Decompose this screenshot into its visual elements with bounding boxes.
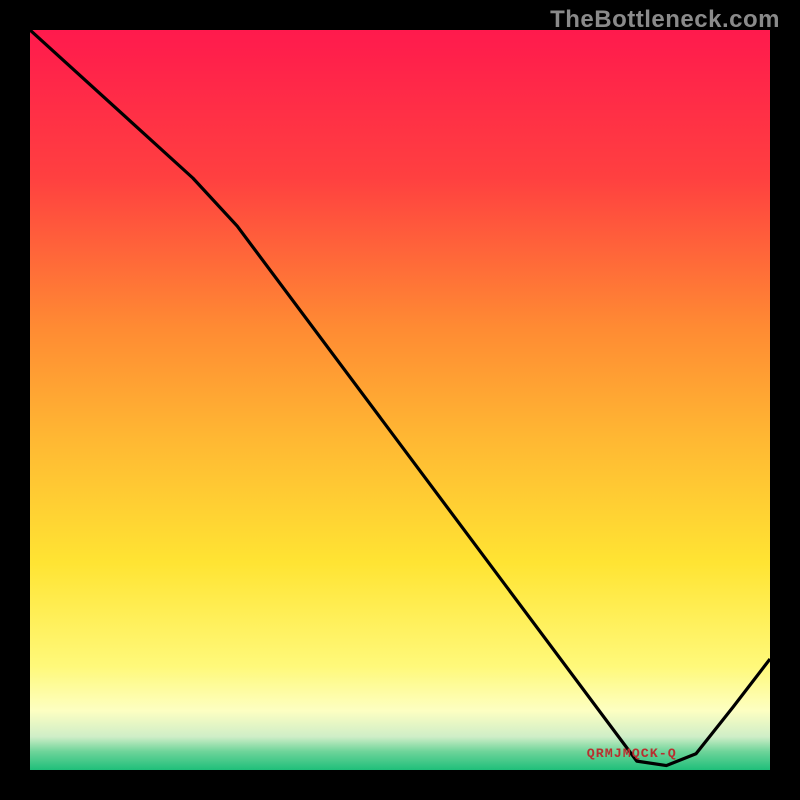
- chart-svg: [30, 30, 770, 770]
- gradient-background: [30, 30, 770, 770]
- curve-min-label: QRMJMQCK-Q: [587, 747, 677, 762]
- chart-container: TheBottleneck.com QRMJMQCK-Q: [0, 0, 800, 800]
- plot-area: QRMJMQCK-Q: [30, 30, 770, 770]
